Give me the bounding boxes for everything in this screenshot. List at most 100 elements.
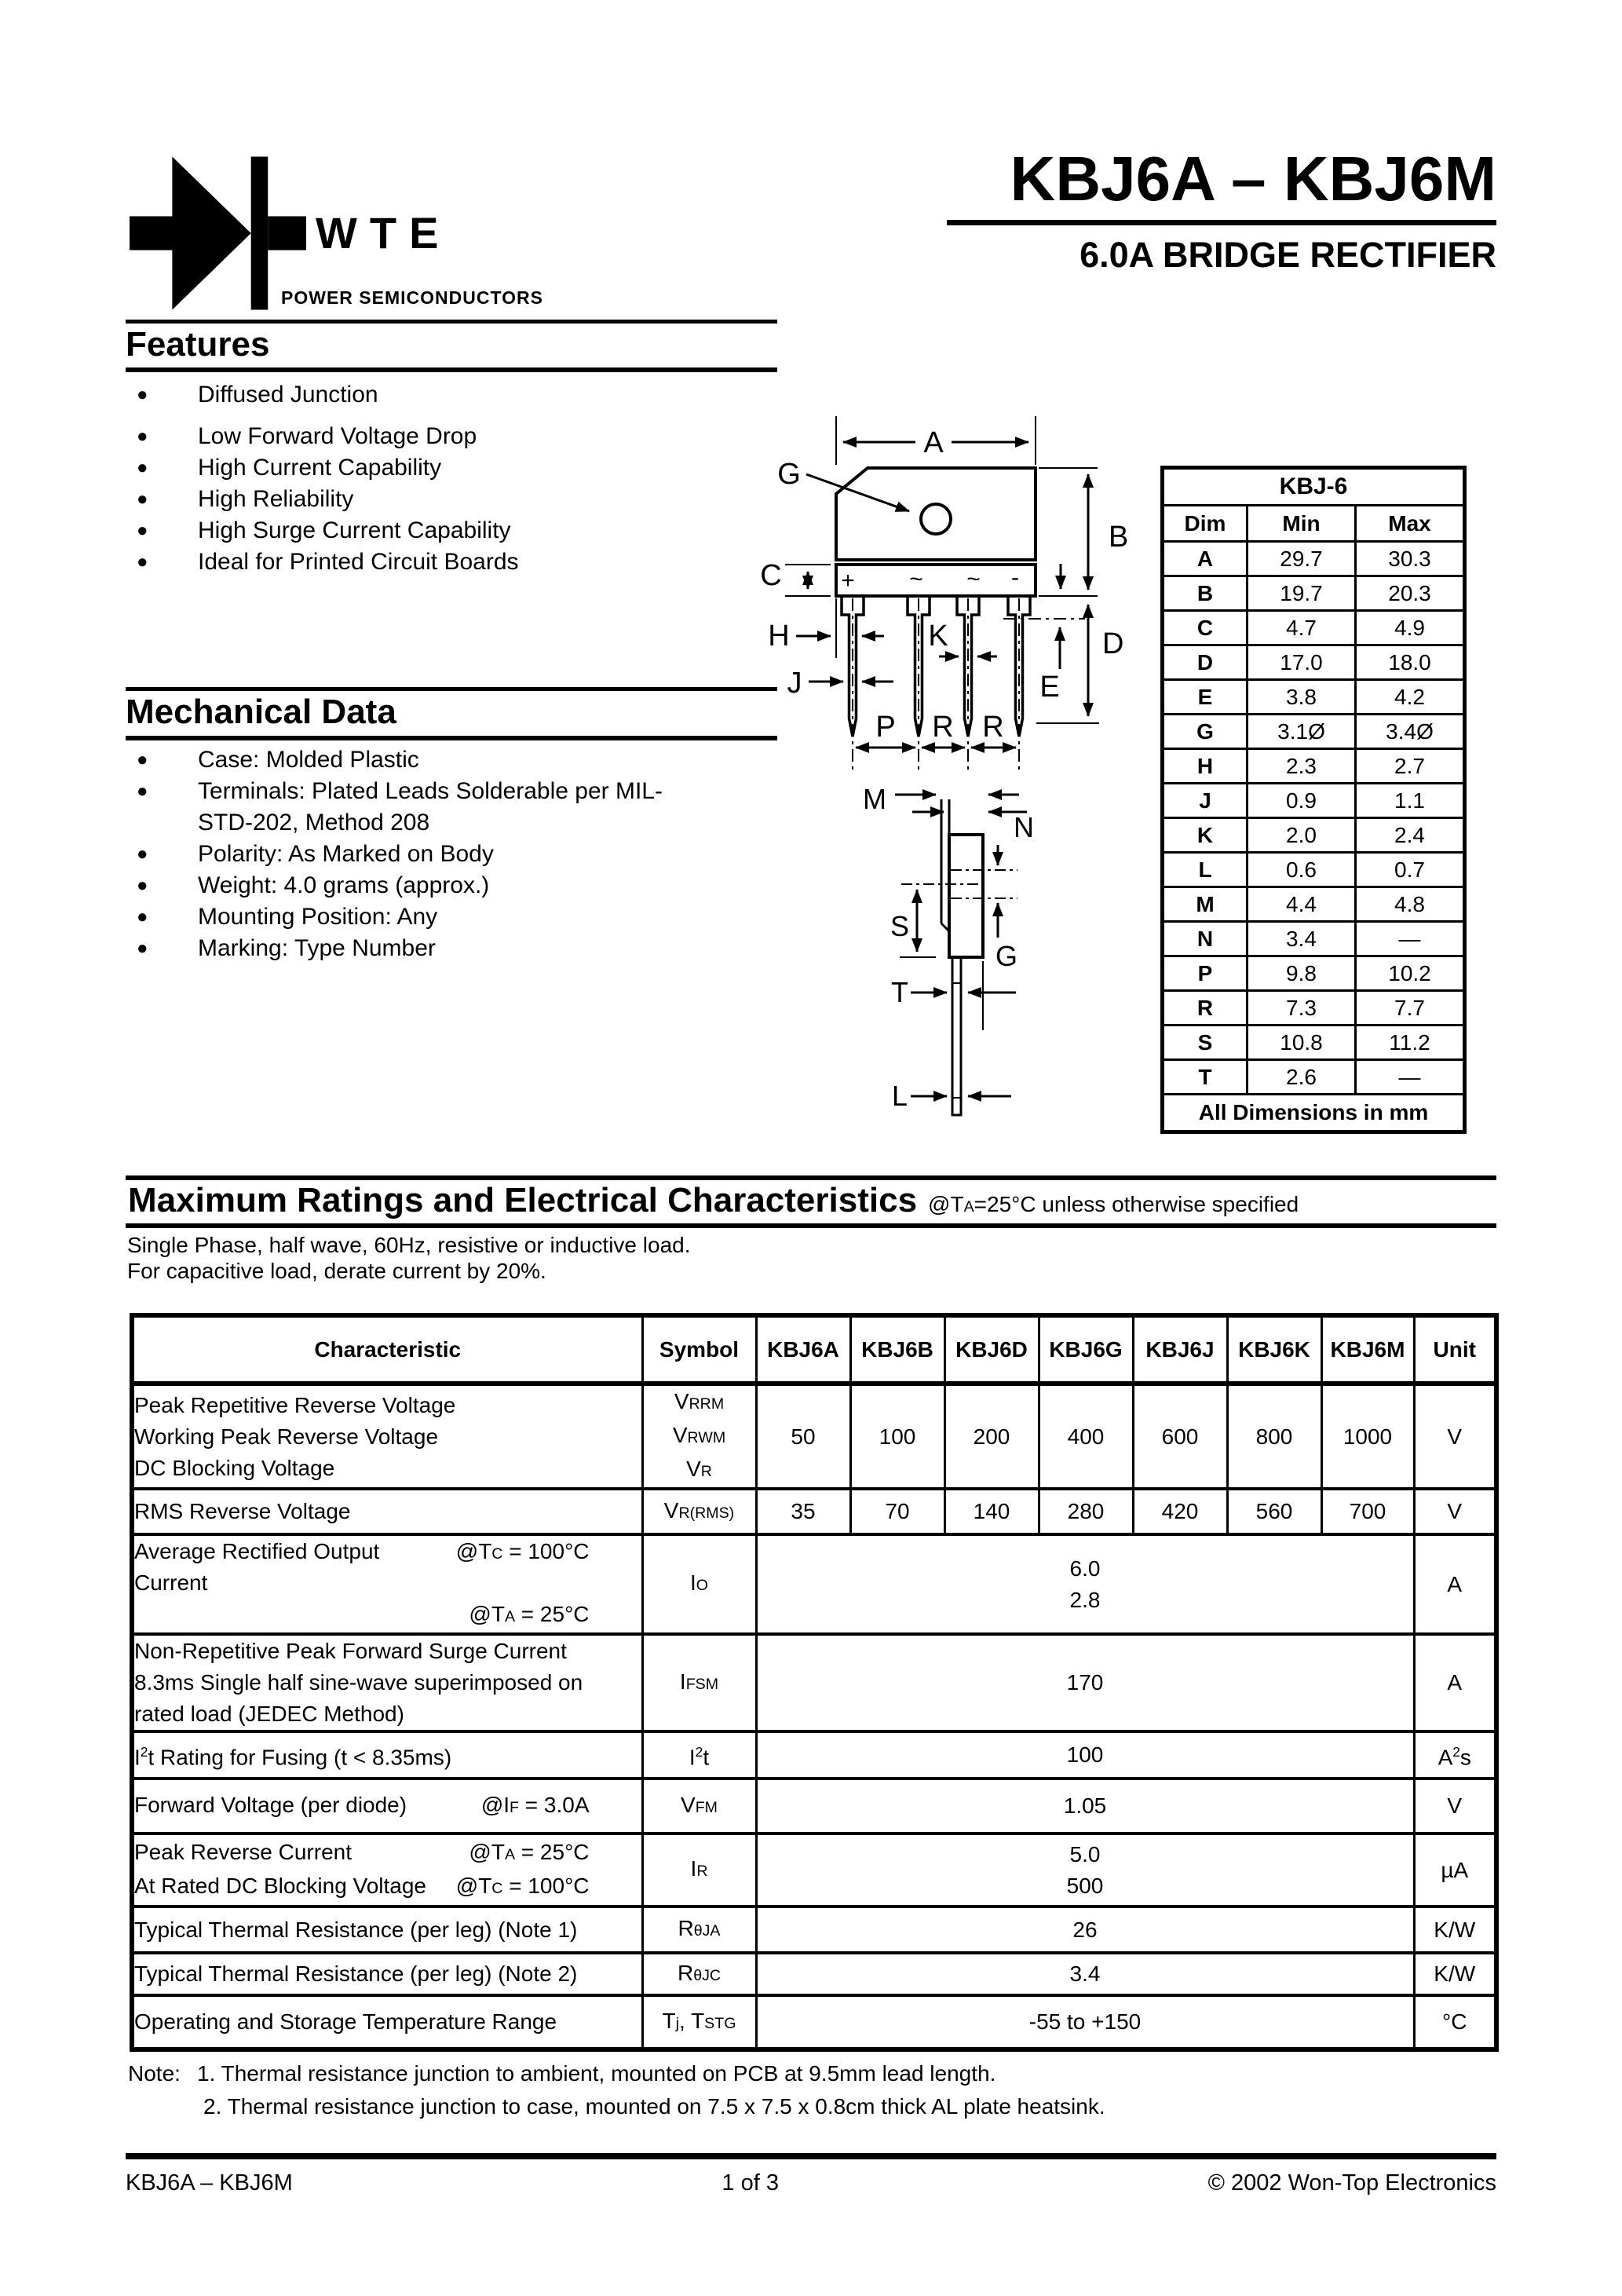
- characteristic-line: Peak Reverse Current @TA = 25°C: [134, 1837, 640, 1870]
- dim-table-footer-row: All Dimensions in mm: [1160, 1093, 1467, 1133]
- ratings-row: I2t Rating for Fusing (t < 8.35ms) I2t 100…: [130, 1730, 1498, 1780]
- dim-cell-max: 11.2: [1353, 1024, 1467, 1061]
- ratings-col-header: Unit: [1412, 1314, 1498, 1386]
- ratings-cell-unit: A: [1412, 1632, 1498, 1733]
- value-line: 2.8: [1069, 1587, 1101, 1612]
- ratings-cell-symbol: RθJC: [641, 1951, 758, 1997]
- characteristic-text: Peak Reverse Current: [134, 1839, 353, 1864]
- ratings-cell-unit: A: [1412, 1533, 1498, 1636]
- dim-label-J: J: [787, 667, 802, 700]
- dim-cell-letter: B: [1161, 575, 1248, 612]
- ratings-row: Typical Thermal Resistance (per leg) (No…: [130, 1905, 1498, 1954]
- ratings-col-header: KBJ6G: [1037, 1314, 1134, 1386]
- ratings-cell-value: 1000: [1320, 1382, 1416, 1490]
- dim-cell-min: 2.3: [1246, 748, 1357, 784]
- list-item: ● High Reliability: [126, 484, 700, 515]
- dim-cell-min: 0.9: [1246, 782, 1357, 819]
- dim-table-header: Min: [1246, 504, 1357, 543]
- ratings-cell-unit: K/W: [1412, 1905, 1498, 1954]
- value-line: 6.0: [1069, 1556, 1101, 1581]
- symbol-line: IR: [690, 1856, 708, 1881]
- characteristic-line: 8.3ms Single half sine-wave superimposed…: [134, 1667, 640, 1698]
- list-item-text: High Current Capability: [198, 455, 442, 481]
- dim-table-row: C 4.7 4.9: [1161, 609, 1467, 646]
- dim-table-header: Dim: [1161, 504, 1248, 543]
- package-front-view: A G C B D E H J K P R R + ~ ~ -: [760, 416, 1128, 771]
- characteristic-condition: @IF = 3.0A: [480, 1792, 590, 1817]
- dim-cell-max: —: [1353, 1058, 1467, 1095]
- ratings-cell-symbol: RθJA: [641, 1905, 758, 1954]
- characteristic-text: DC Blocking Voltage: [134, 1455, 335, 1480]
- characteristic-text: 8.3ms Single half sine-wave superimposed…: [134, 1670, 583, 1695]
- characteristic-line: Average Rectified Output Current @TC = 10…: [134, 1537, 640, 1599]
- dim-cell-min: 29.7: [1246, 540, 1357, 577]
- symbol-line: I2t: [689, 1744, 710, 1770]
- list-item: ● Case: Molded Plastic: [126, 744, 700, 776]
- characteristic-condition: @TC = 100°C: [455, 1539, 590, 1563]
- dim-label-T: T: [891, 976, 908, 1008]
- ratings-row: Non-Repetitive Peak Forward Surge Curren…: [130, 1632, 1498, 1733]
- dim-cell-min: 9.8: [1246, 955, 1357, 992]
- characteristic-line: At Rated DC Blocking Voltage @TC = 100°C: [134, 1870, 640, 1904]
- dim-cell-max: 7.7: [1353, 989, 1467, 1026]
- characteristic-text: Peak Repetitive Reverse Voltage: [134, 1392, 456, 1417]
- list-item: ● Marking: Type Number: [126, 933, 700, 964]
- characteristic-text: Working Peak Reverse Voltage: [134, 1424, 439, 1449]
- ratings-cell-value: 800: [1226, 1382, 1323, 1490]
- list-item: ● Low Forward Voltage Drop: [126, 421, 700, 452]
- dim-cell-max: 18.0: [1353, 644, 1467, 681]
- dim-table-row: M 4.4 4.8: [1161, 886, 1467, 923]
- mechanical-rule-top: [126, 687, 777, 691]
- dim-cell-letter: K: [1161, 817, 1248, 854]
- ratings-row: RMS Reverse Voltage VR(RMS) 35 70 140 280 420 5…: [130, 1487, 1498, 1536]
- characteristic-text: Typical Thermal Resistance (per leg) (No…: [134, 1917, 578, 1942]
- list-item-text: Mounting Position: Any: [198, 904, 438, 930]
- dim-table-row: P 9.8 10.2: [1161, 955, 1467, 992]
- ratings-heading: Maximum Ratings and Electrical Character…: [128, 1181, 1299, 1220]
- ratings-cell-symbol: IO: [641, 1533, 758, 1636]
- dim-cell-letter: L: [1161, 851, 1248, 888]
- dim-table-row: G 3.1Ø 3.4Ø: [1161, 713, 1467, 750]
- ratings-cell-value: 70: [849, 1487, 946, 1536]
- symbol-line: IFSM: [679, 1669, 719, 1694]
- characteristic-line: Typical Thermal Resistance (per leg) (No…: [134, 1958, 640, 1990]
- ratings-cell-symbol: Tj, TSTG: [641, 1994, 758, 2051]
- dim-cell-letter: R: [1161, 989, 1248, 1026]
- dim-cell-min: 2.0: [1246, 817, 1357, 854]
- ratings-cell-value-span: 1.05: [754, 1777, 1416, 1835]
- characteristic-text: Operating and Storage Temperature Range: [134, 2009, 557, 2034]
- ratings-row: Operating and Storage Temperature Range T…: [130, 1994, 1498, 2051]
- dim-label-P: P: [875, 711, 895, 744]
- characteristic-line: Forward Voltage (per diode) @IF = 3.0A: [134, 1790, 640, 1823]
- bullet-icon: ●: [137, 384, 148, 405]
- dim-table-row: R 7.3 7.7: [1161, 989, 1467, 1026]
- characteristic-line: Working Peak Reverse Voltage: [134, 1421, 640, 1453]
- list-item: ● High Current Capability: [126, 452, 700, 484]
- ratings-cell-symbol: I2t: [641, 1730, 758, 1780]
- dim-cell-max: 2.7: [1353, 748, 1467, 784]
- ratings-cell-characteristic: Typical Thermal Resistance (per leg) (No…: [130, 1905, 644, 1954]
- characteristic-line: RMS Reverse Voltage: [134, 1496, 640, 1527]
- ratings-cell-characteristic: Forward Voltage (per diode) @IF = 3.0A: [130, 1777, 644, 1835]
- list-item-text: Polarity: As Marked on Body: [198, 841, 494, 867]
- ratings-table: Characteristic Symbol KBJ6A KBJ6B KBJ6D KBJ6G…: [130, 1313, 1499, 2052]
- value-line: 500: [1066, 1873, 1104, 1898]
- list-item-text: High Reliability: [198, 486, 354, 512]
- ratings-cell-symbol: IR: [641, 1832, 758, 1908]
- dim-label-M: M: [863, 783, 886, 815]
- ratings-cell-unit: µA: [1412, 1832, 1498, 1908]
- bullet-icon: ●: [137, 488, 148, 510]
- dim-cell-min: 4.7: [1246, 609, 1357, 646]
- dimension-table-wrap: KBJ-6 Dim Min Max A 29.7 30.3 B 19.7 20.3 C 4.7 4.9 D…: [1160, 466, 1467, 1134]
- list-item-text: Weight: 4.0 grams (approx.): [198, 872, 490, 898]
- dim-cell-letter: E: [1161, 678, 1248, 715]
- dim-table-row: N 3.4—: [1161, 920, 1467, 957]
- ratings-cell-characteristic: I2t Rating for Fusing (t < 8.35ms): [130, 1730, 644, 1780]
- dim-cell-max: 4.2: [1353, 678, 1467, 715]
- dim-cell-letter: S: [1161, 1024, 1248, 1061]
- ratings-cell-symbol: VFM: [641, 1777, 758, 1835]
- ratings-col-header: KBJ6B: [849, 1314, 946, 1386]
- dimension-table: KBJ-6 Dim Min Max A 29.7 30.3 B 19.7 20.3 C 4.7 4.9 D…: [1160, 466, 1467, 1134]
- characteristic-line: @TA = 25°C: [134, 1599, 640, 1631]
- bullet-icon: ●: [137, 426, 148, 447]
